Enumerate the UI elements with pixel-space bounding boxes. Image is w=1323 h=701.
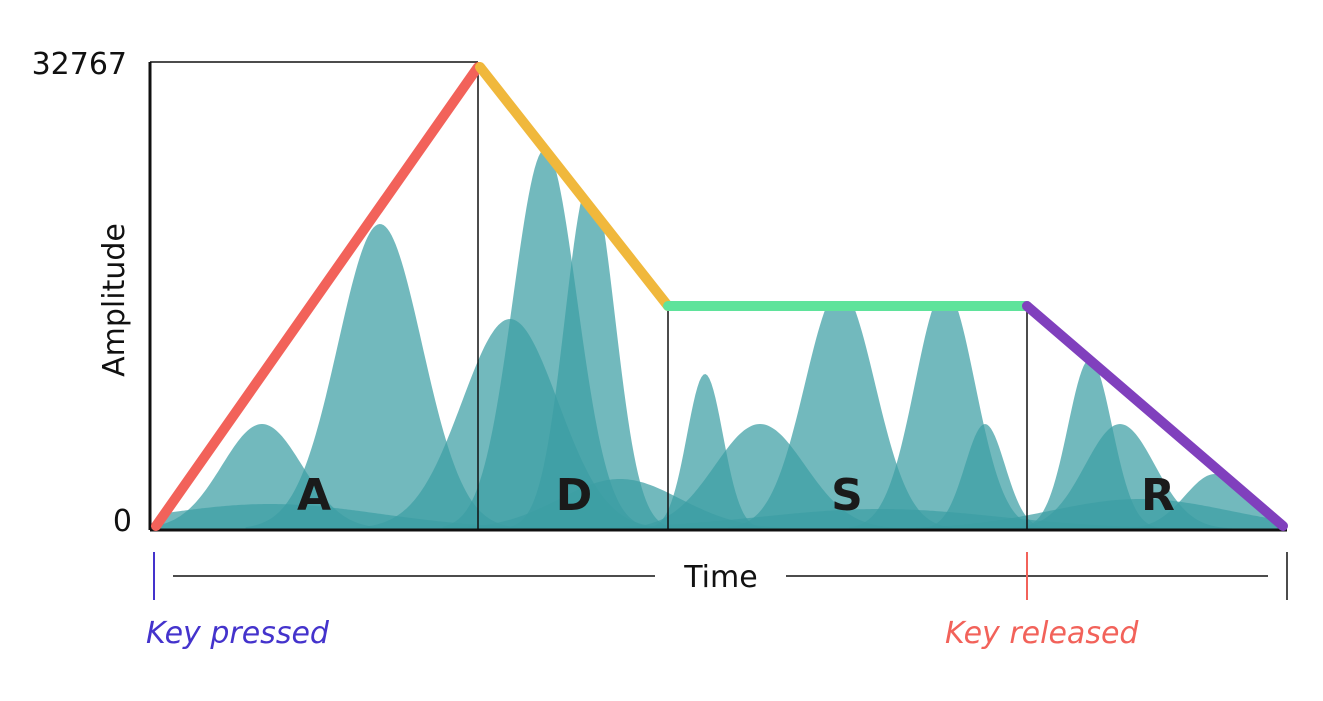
wave-lobe-14 [428,479,812,529]
decay-segment [475,62,673,311]
y-min-label: 0 [113,504,132,539]
x-axis-title: Time [683,560,757,595]
wave-lobe-9 [921,424,1049,529]
y-max-label: 32767 [32,47,127,82]
wave-lobe-13 [150,504,622,529]
wave-lobe-16 [852,499,1287,529]
key-released-label: Key released [945,616,1139,651]
attack-letter: A [297,470,331,521]
wave-lobe-4 [510,197,670,530]
waveform-fills [150,150,1287,530]
wave-lobe-0 [150,424,390,529]
sustain-letter: S [831,470,863,521]
y-axis-title: Amplitude [97,223,132,377]
release-segment [1022,301,1288,531]
attack-segment [151,62,483,531]
key-pressed-label: Key pressed [146,616,330,651]
release-letter: R [1141,470,1175,521]
decay-letter: D [556,470,593,521]
phase-boundaries [150,61,1028,530]
